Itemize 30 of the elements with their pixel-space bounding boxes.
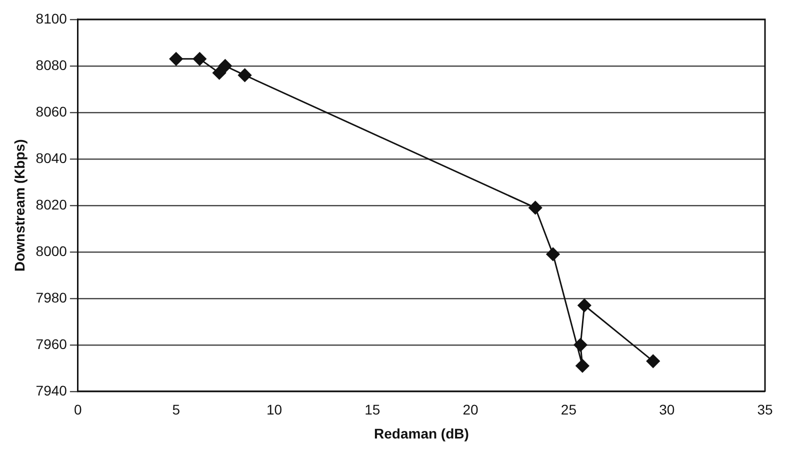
y-tick-label: 8000 <box>36 242 68 259</box>
point <box>646 354 660 368</box>
x-tick-label: 5 <box>172 402 180 418</box>
x-tick-label: 20 <box>462 402 479 418</box>
point <box>576 359 590 373</box>
x-tick-label: 15 <box>364 402 380 418</box>
y-tick-label: 7980 <box>36 289 68 306</box>
y-tick-label: 8100 <box>36 10 68 26</box>
point <box>528 200 542 214</box>
y-tick-label: 8080 <box>36 56 68 73</box>
point <box>169 52 183 66</box>
x-tick-label: 25 <box>560 402 577 418</box>
y-tick-label: 8020 <box>36 196 68 212</box>
point <box>212 66 226 80</box>
point <box>218 59 232 73</box>
x-tick-label: 35 <box>757 402 773 418</box>
y-tick-label: 8060 <box>36 103 68 120</box>
y-tick-label: 7960 <box>36 336 68 352</box>
point <box>578 298 592 312</box>
x-axis-title: Redaman (dB) <box>374 425 469 442</box>
x-tick-label: 30 <box>659 402 675 418</box>
y-tick-label: 8040 <box>36 150 68 166</box>
point <box>238 68 252 82</box>
y-tick-label: 7940 <box>36 382 68 398</box>
point <box>546 247 560 261</box>
point <box>574 338 588 352</box>
y-axis-title: Downstream (Kbps) <box>11 139 28 272</box>
x-tick-label: 0 <box>74 402 82 418</box>
point <box>192 52 206 66</box>
x-tick-label: 10 <box>266 402 282 418</box>
